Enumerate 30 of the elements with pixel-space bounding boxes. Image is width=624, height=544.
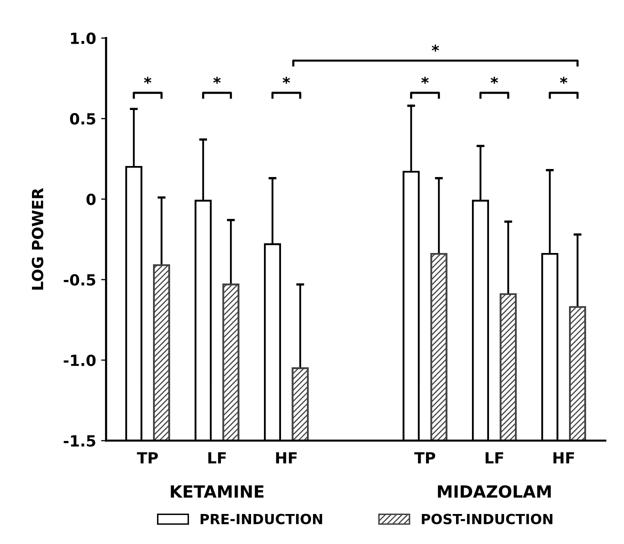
annotation: * <box>421 76 429 84</box>
y-tick-label: -0.5 <box>64 274 96 286</box>
x-tick-label: HF <box>553 452 574 464</box>
annotation: * <box>560 76 568 84</box>
y-tick-label: -1.5 <box>64 435 96 447</box>
annotation: * <box>282 76 290 84</box>
bar <box>292 367 309 441</box>
legend-label: POST-INDUCTION <box>422 514 552 524</box>
text: MIDAZOLAM <box>438 485 551 498</box>
x-tick-label: HF <box>276 452 297 464</box>
bar <box>222 284 240 441</box>
bar <box>500 293 517 441</box>
y-tick-label: 1.0 <box>71 32 96 44</box>
bar <box>430 252 448 441</box>
text: KETAMINE <box>170 485 264 498</box>
annotation: * <box>213 76 221 84</box>
x-tick-label: TP <box>414 452 436 464</box>
y-tick-label: 0 <box>86 194 96 206</box>
annotation: * <box>432 44 440 52</box>
legend-label: PRE-INDUCTION <box>200 514 322 524</box>
x-tick-label: LF <box>208 452 226 464</box>
annotation: * <box>490 76 498 84</box>
y-axis-title: LOG POWER <box>32 188 44 290</box>
bar <box>153 264 170 441</box>
bar <box>569 306 586 441</box>
annotation: * <box>144 76 152 84</box>
x-tick-label: TP <box>136 452 158 464</box>
x-tick-label: LF <box>486 452 504 464</box>
y-tick-label: -1.0 <box>64 354 96 366</box>
y-tick-label: 0.5 <box>70 113 96 125</box>
